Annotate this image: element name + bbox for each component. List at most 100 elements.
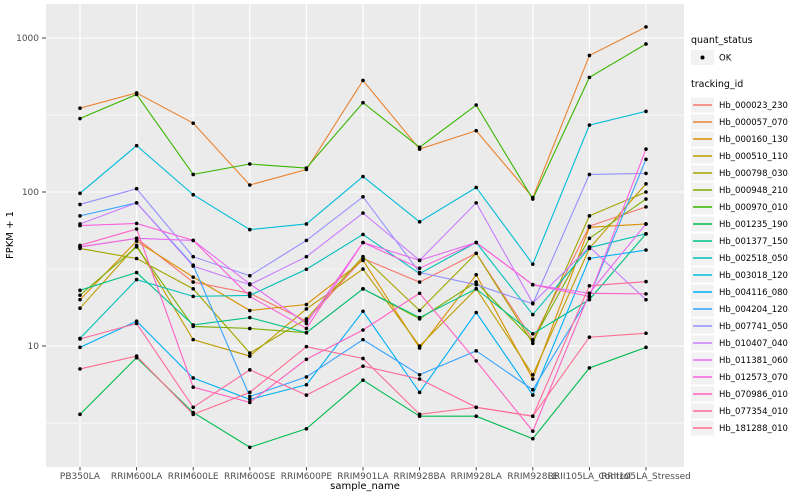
- data-point: [134, 227, 139, 231]
- data-point: [361, 232, 365, 237]
- data-point: [417, 291, 422, 296]
- legend-entry: Hb_000798_030: [691, 165, 788, 181]
- data-point: [78, 214, 82, 218]
- data-point: [191, 275, 195, 279]
- data-point: [474, 103, 479, 107]
- data-point: [134, 92, 139, 97]
- legend-entry: Hb_007741_050: [691, 318, 788, 334]
- data-point: [304, 321, 309, 326]
- data-point: [531, 373, 535, 377]
- data-point: [587, 245, 592, 249]
- legend-entry-label: Hb_077354_010: [719, 407, 788, 417]
- point-marker-icon: [700, 55, 705, 60]
- data-point: [361, 337, 365, 342]
- data-point: [248, 351, 252, 355]
- data-point: [134, 270, 139, 275]
- data-point: [361, 78, 365, 83]
- data-point: [417, 270, 422, 275]
- data-point: [248, 273, 252, 278]
- data-point: [191, 280, 195, 284]
- data-point: [587, 291, 592, 296]
- legend-entry: Hb_000023_230: [691, 97, 788, 113]
- data-point: [248, 445, 252, 450]
- data-point: [191, 376, 195, 380]
- data-point: [304, 375, 309, 379]
- y-axis-title: FPKM + 1: [5, 211, 16, 259]
- legend-entry-label: Hb_007741_050: [719, 322, 788, 332]
- data-point: [644, 109, 648, 114]
- data-point: [191, 238, 195, 243]
- data-point: [417, 373, 422, 377]
- data-point: [474, 185, 479, 190]
- legend-entry: Hb_011381_060: [691, 352, 788, 368]
- data-point: [644, 42, 648, 46]
- data-point: [474, 282, 479, 287]
- y-tick-label: 100: [22, 188, 39, 198]
- data-point: [304, 166, 309, 170]
- data-point: [587, 225, 592, 230]
- data-point: [361, 364, 365, 368]
- data-point: [531, 414, 535, 419]
- x-axis-title: sample_name: [330, 481, 400, 492]
- data-point: [531, 262, 535, 266]
- data-point: [134, 221, 139, 226]
- legend-entry: Hb_077354_010: [691, 403, 788, 419]
- data-point: [304, 267, 309, 272]
- data-point: [304, 330, 309, 335]
- data-point: [644, 190, 648, 194]
- x-tick-label: RRIM600LE: [168, 472, 219, 482]
- legend-quant-title: quant_status: [691, 35, 753, 46]
- legend-entry-label: Hb_011381_060: [719, 356, 788, 366]
- data-point: [531, 301, 535, 305]
- data-point: [531, 312, 535, 317]
- data-point: [248, 368, 252, 372]
- data-point: [304, 238, 309, 243]
- data-point: [78, 337, 82, 341]
- legend-entry-label: Hb_000970_010: [719, 203, 788, 213]
- data-point: [248, 162, 252, 166]
- data-point: [417, 145, 422, 150]
- data-point: [361, 328, 365, 332]
- data-point: [361, 309, 365, 314]
- legend-entry: Hb_000510_110: [691, 148, 788, 164]
- data-point: [78, 202, 82, 207]
- x-tick-label: RRIM928LE: [507, 472, 558, 482]
- data-point: [304, 307, 309, 311]
- data-point: [248, 308, 252, 313]
- data-point: [248, 227, 252, 232]
- data-point: [644, 297, 648, 302]
- data-point: [417, 280, 422, 284]
- data-point: [191, 323, 195, 327]
- data-point: [78, 223, 82, 228]
- data-point: [304, 382, 309, 387]
- legend-entry-label: Hb_000057_070: [719, 118, 788, 128]
- data-point: [587, 172, 592, 177]
- data-point: [417, 412, 422, 417]
- legend-entry: Hb_012573_070: [691, 369, 788, 385]
- data-point: [587, 335, 592, 340]
- data-point: [474, 405, 479, 410]
- data-point: [304, 302, 309, 307]
- data-point: [587, 75, 592, 80]
- data-point: [134, 245, 139, 249]
- x-tick-label: PB350LA: [60, 472, 101, 482]
- data-point: [248, 397, 252, 402]
- data-point: [644, 345, 648, 350]
- data-point: [191, 287, 195, 291]
- data-point: [531, 393, 535, 397]
- data-point: [134, 201, 139, 205]
- legend-entry-label: Hb_000798_030: [719, 169, 788, 179]
- data-point: [417, 220, 422, 224]
- data-point: [587, 256, 592, 261]
- legend-entry-label: Hb_004204_120: [719, 305, 788, 315]
- data-point: [587, 294, 592, 299]
- data-point: [474, 128, 479, 133]
- data-point: [644, 222, 648, 226]
- legend-entry-label: Hb_000160_130: [719, 135, 788, 145]
- data-point: [78, 243, 82, 248]
- data-point: [474, 310, 479, 315]
- data-point: [361, 258, 365, 263]
- data-point: [361, 240, 365, 245]
- data-point: [134, 236, 139, 241]
